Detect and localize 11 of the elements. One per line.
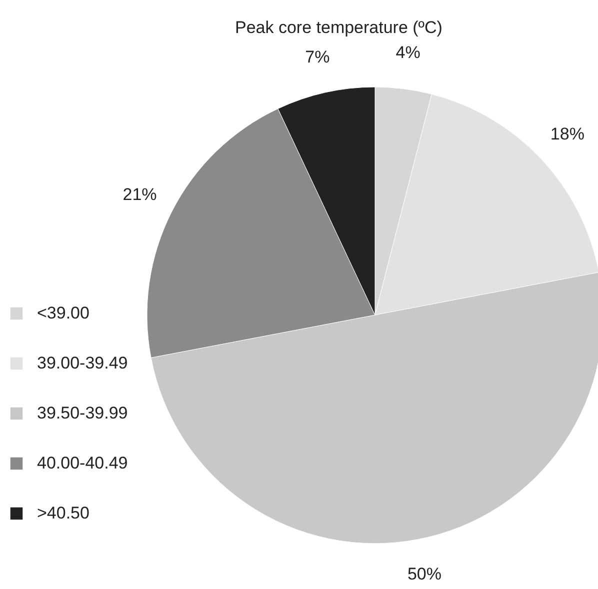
legend-label: >40.50 <box>37 504 90 522</box>
chart-title: Peak core temperature (ºC) <box>235 18 442 37</box>
data-label: 21% <box>122 185 157 204</box>
data-label: 4% <box>396 43 420 62</box>
data-label: 18% <box>550 124 584 144</box>
data-label: 7% <box>305 47 330 66</box>
data-label: 50% <box>407 564 442 584</box>
legend-label: 39.50-39.99 <box>37 404 128 422</box>
legend-label: <39.00 <box>37 304 90 322</box>
legend-label: 39.00-39.49 <box>37 354 128 372</box>
legend-label: 40.00-40.49 <box>37 454 128 472</box>
